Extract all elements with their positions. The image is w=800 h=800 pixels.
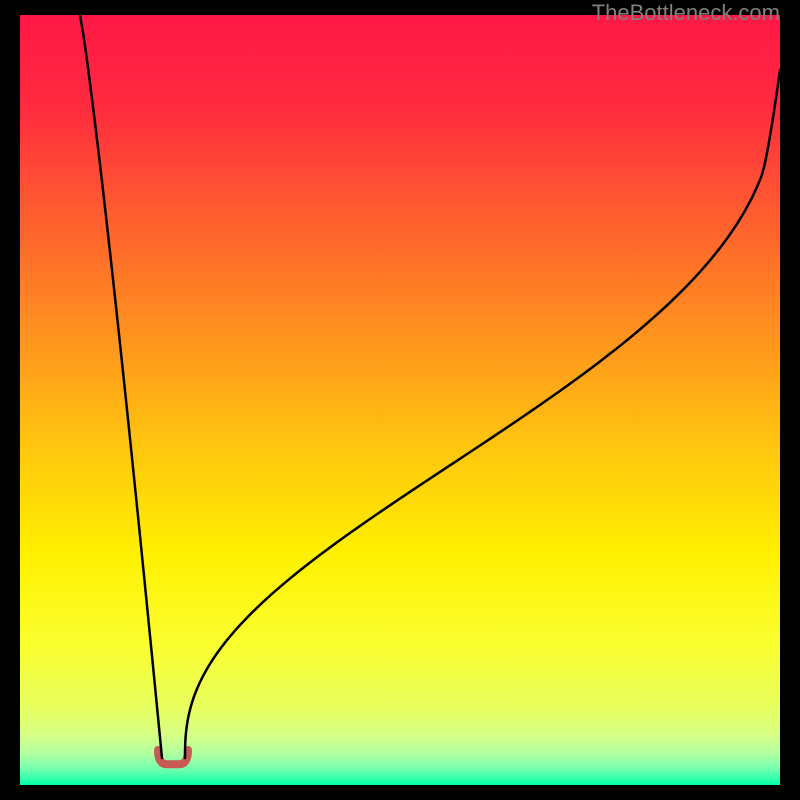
gradient-background [20,15,780,785]
bottleneck-curve-chart [0,0,800,800]
chart-container: TheBottleneck.com [0,0,800,800]
watermark-label: TheBottleneck.com [592,0,780,26]
